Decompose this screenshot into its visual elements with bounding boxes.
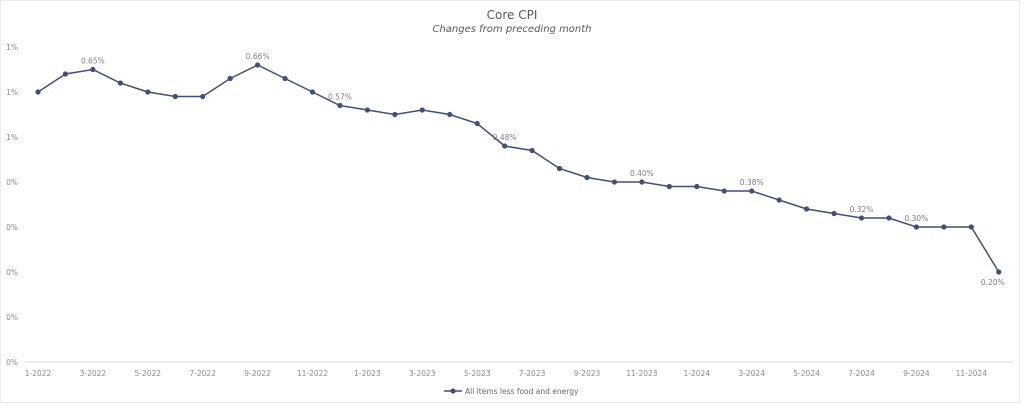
data-point [172,93,178,100]
x-tick-label: 3-2023 [409,369,436,378]
y-tick-label: 1% [6,88,18,97]
x-tick-label: 11-2023 [626,369,658,378]
data-point [831,210,837,217]
x-tick-label: 5-2024 [793,369,820,378]
y-axis: 0% 0% 0% 0% 0% 1% 1% 1% [6,43,18,367]
data-label: 0.65% [81,57,105,66]
data-point [309,89,316,95]
x-tick-label: 3-2024 [738,369,765,378]
data-point [611,179,618,185]
x-tick-label: 9-2024 [903,369,930,378]
x-tick-label: 5-2023 [464,369,491,378]
data-label: 0.40% [630,169,654,178]
chart-subtitle: Changes from preceding month [432,24,592,35]
data-point [90,66,96,73]
data-point [447,111,453,118]
data-label: 0.57% [328,93,352,102]
series-markers [35,62,1002,275]
x-axis: 1-2022 3-2022 5-2022 7-2022 9-2022 11-2022 1-2… [25,369,987,378]
data-point [694,183,700,190]
x-tick-label: 1-2023 [354,369,381,378]
data-label: 0.30% [904,214,928,223]
data-point [776,197,782,203]
chart-title: Core CPI [486,8,538,22]
legend-marker-icon [450,388,456,394]
data-labels: 0.65% 0.66% 0.57% 0.48% 0.40% 0.38% 0.32% 0.30%… [81,52,1005,287]
x-tick-label: 1-2024 [684,369,711,378]
data-point [941,224,947,230]
data-point [529,147,535,154]
data-point [255,62,261,68]
data-point [419,107,425,113]
series-line [37,64,1000,273]
data-point [145,89,151,95]
legend-label: All items less food and energy [465,387,579,396]
data-label: 0.38% [740,178,764,187]
data-point [337,102,343,109]
y-tick-label: 1% [6,133,18,142]
y-tick-label: 0% [6,223,18,232]
data-point [117,80,123,86]
data-point [282,75,288,82]
data-point [968,224,974,230]
y-tick-label: 0% [6,358,18,367]
data-point [886,215,892,221]
data-point [364,107,370,113]
y-tick-label: 1% [6,43,18,52]
data-label: 0.66% [246,52,270,61]
x-tick-label: 7-2022 [189,369,216,378]
x-tick-label: 9-2022 [244,369,271,378]
y-tick-label: 0% [6,178,18,187]
data-point [502,143,508,149]
data-point [666,183,672,190]
x-tick-label: 3-2022 [80,369,107,378]
x-tick-label: 11-2024 [956,369,988,378]
data-point [749,188,755,194]
data-point [556,165,563,172]
x-tick-label: 7-2023 [519,369,546,378]
x-tick-label: 9-2023 [574,369,601,378]
y-tick-label: 0% [6,268,18,277]
data-point [474,120,480,127]
x-tick-label: 11-2022 [297,369,329,378]
data-point [584,174,590,181]
data-point [804,206,810,212]
data-label: 0.20% [981,278,1005,287]
y-tick-label: 0% [6,313,18,322]
legend: All items less food and energy [444,387,579,396]
data-point [639,179,645,185]
x-tick-label: 5-2022 [135,369,162,378]
x-tick-label: 1-2022 [25,369,52,378]
x-tick-label: 7-2024 [848,369,875,378]
data-point [62,71,69,77]
data-point [392,111,398,118]
data-label: 0.32% [850,205,874,214]
data-point [996,269,1002,275]
data-point [35,89,41,95]
data-point [858,215,865,221]
data-point [227,75,233,82]
data-point [200,93,206,100]
data-point [913,224,920,230]
data-label: 0.48% [493,133,517,142]
data-point [721,188,727,194]
